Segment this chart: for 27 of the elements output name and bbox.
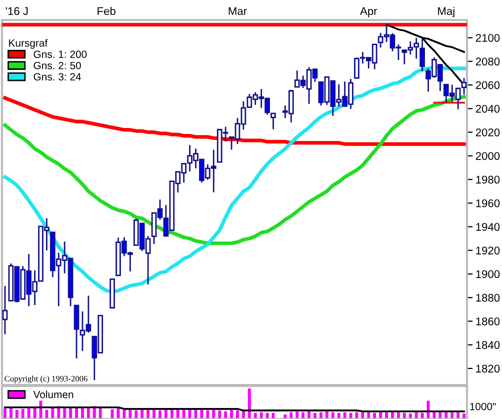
y-tick-label: 2080 [476,58,500,66]
y-tick-label: 2000 [476,152,500,160]
y-tick-label: 1960 [476,199,500,208]
y-tick-label: 1900 [476,270,500,278]
y-tick-label: 2040 [476,104,500,113]
x-tick-label: Maj [438,6,454,18]
y-tick-label: 2020 [476,128,500,136]
x-tick-label: Feb [98,6,116,16]
x-tick-label: Apr [360,7,378,18]
annotation: Copyright (c) 1993-2006 [4,376,88,384]
y-tick-label: 2100 [476,34,500,42]
text: 1000" [470,402,496,410]
y-tick-label: 1980 [476,176,500,184]
legend-label: Gns. 3: 24 [34,73,82,80]
legend-label: Gns. 1: 200 [34,50,87,58]
y-tick-label: 1860 [476,317,500,326]
y-tick-label: 2060 [476,81,500,90]
legend-label: Gns. 2: 50 [34,62,81,70]
legend-label: Volumen [33,390,74,398]
y-tick-label: 1920 [476,246,500,254]
x-tick-label: Mar [228,7,247,16]
y-tick-label: 1940 [476,222,500,231]
y-tick-label: 1840 [476,341,500,349]
y-tick-label: 1880 [476,294,500,302]
x-tick-label: '16 J [6,7,28,16]
legend-title: Kursgraf [9,39,48,49]
y-tick-label: 1820 [476,364,500,373]
